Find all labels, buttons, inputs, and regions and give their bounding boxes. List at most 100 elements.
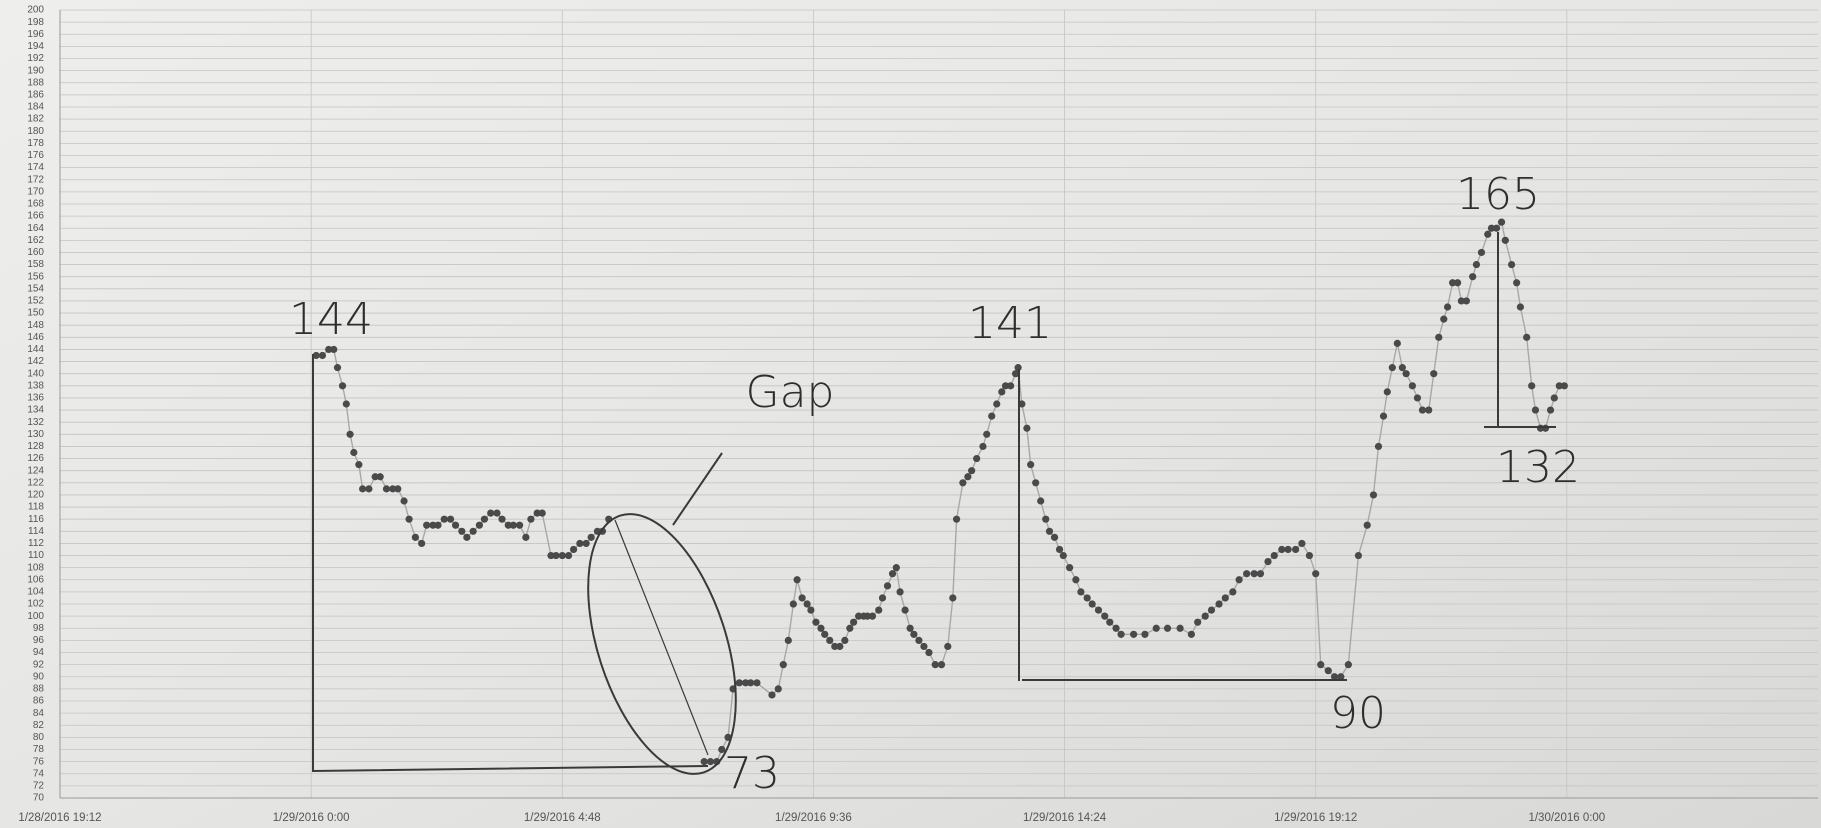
y-tick-label: 130 [27,429,44,440]
data-point [1055,545,1064,554]
y-tick-label: 200 [27,5,44,16]
data-point [429,521,437,529]
data-point [576,539,584,548]
data-point [798,594,806,602]
x-tick-label: 1/29/2016 0:00 [273,812,350,824]
y-tick-label: 92 [33,659,45,670]
data-point [318,351,327,360]
data-point [1457,297,1465,305]
data-point [1560,382,1568,390]
data-point [1435,333,1443,341]
data-point [1037,497,1045,505]
y-tick-label: 152 [27,296,44,307]
data-point [469,527,477,535]
data-point [1083,594,1091,602]
data-point [1413,394,1422,402]
data-point [1379,412,1388,420]
data-point [1430,370,1438,378]
data-point [527,515,535,523]
data-point [1516,303,1524,311]
data-point [896,588,904,596]
data-point [564,551,573,560]
data-point [1221,594,1229,602]
y-tick-label: 150 [27,308,44,319]
data-point [742,679,750,687]
data-point [968,467,976,475]
data-point [552,551,560,560]
data-point [587,533,595,541]
handwritten-note: 144 [289,294,373,345]
data-point [1472,260,1481,269]
bracket [1018,369,1347,681]
y-tick-label: 74 [33,768,45,779]
data-point [1077,588,1085,596]
data-point [1492,224,1501,232]
data-point [350,448,358,457]
y-tick-label: 134 [27,405,44,416]
y-tick-label: 184 [27,102,44,113]
data-point [779,661,787,669]
x-tick-label: 1/29/2016 14:24 [1023,812,1107,824]
data-point [1284,545,1292,554]
y-tick-label: 144 [27,344,44,355]
data-point [1344,661,1352,669]
x-tick-label: 1/29/2016 19:12 [1274,812,1357,824]
data-point [1152,624,1160,632]
y-tick-label: 196 [27,29,44,40]
data-point [878,594,887,602]
y-tick-label: 122 [27,477,44,488]
data-point [1045,527,1054,535]
data-point [538,509,546,517]
x-tick-label: 1/29/2016 4:48 [524,812,601,824]
handwritten-note: 165 [1456,169,1540,220]
annotations: 144 Gap 141 73 90 165 132 [289,169,1580,799]
bracket [312,354,709,773]
data-point [774,685,782,693]
y-tick-label: 100 [27,611,44,622]
data-point [547,551,555,560]
data-point [1531,406,1540,414]
data-point [883,582,892,590]
y-tick-label: 86 [33,696,45,707]
data-point [803,600,811,608]
data-point [1418,406,1427,414]
y-tick-label: 168 [27,199,44,210]
y-tick-label: 106 [27,574,44,585]
data-point [333,364,342,372]
data-point [768,691,776,699]
data-point [1324,667,1332,675]
data-point [504,521,512,529]
data-point [988,412,996,420]
gap-line [614,519,709,756]
data-point [1443,303,1452,311]
y-tick-label: 136 [27,393,44,404]
y-tick-label: 118 [28,502,44,513]
data-point [569,545,578,554]
y-tick-label: 112 [28,538,44,549]
y-tick-label: 180 [27,126,44,137]
data-point [920,642,928,651]
x-tick-label: 1/30/2016 0:00 [1528,812,1605,824]
data-point [1541,424,1550,432]
data-point [855,612,863,620]
data-point [1229,588,1237,596]
y-tick-label: 188 [27,77,44,88]
data-point [338,382,347,390]
data-point [906,624,914,632]
gap-circle [587,513,737,775]
handwritten-note: 132 [1496,442,1580,493]
y-tick-label: 138 [27,380,44,391]
data-point [359,485,367,493]
data-point [1408,382,1417,390]
y-tick-label: 114 [28,526,44,537]
data-point [1388,364,1396,372]
data-point [463,533,471,541]
data-point [1101,612,1109,620]
y-tick-label: 170 [27,186,44,197]
y-tick-label: 176 [27,150,44,161]
data-point [1312,570,1320,578]
data-point [1215,600,1223,608]
data-point [1487,224,1496,232]
y-tick-label: 94 [33,647,45,658]
data-point [480,515,489,523]
